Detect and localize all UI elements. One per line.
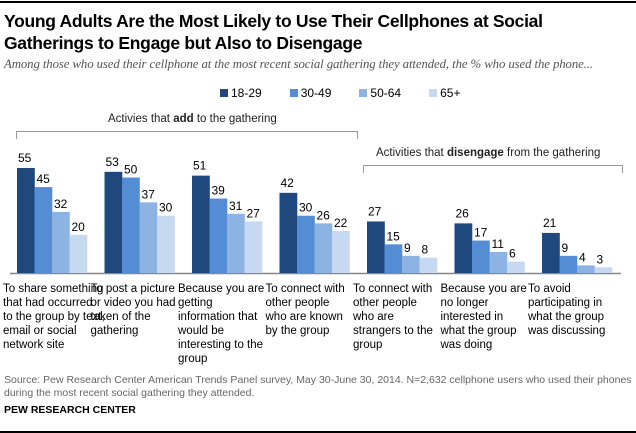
data-label: 3 bbox=[597, 252, 604, 266]
data-label: 21 bbox=[543, 216, 557, 230]
data-label: 26 bbox=[456, 206, 470, 220]
bottom-rule bbox=[0, 431, 636, 433]
category-label: To avoid participating in what the group… bbox=[528, 283, 606, 337]
data-label: 22 bbox=[334, 216, 348, 230]
legend-swatch bbox=[220, 89, 228, 97]
bar-18-29-cat1 bbox=[17, 168, 35, 273]
group-label-bold: disengage bbox=[446, 147, 504, 159]
bar-30-49-cat3 bbox=[209, 198, 228, 273]
category-label: To share something that had occurred to … bbox=[3, 283, 105, 351]
bar-50-64-cat6 bbox=[489, 252, 508, 273]
data-label: 9 bbox=[404, 241, 411, 255]
bar-65+-cat5 bbox=[419, 257, 438, 273]
data-label: 32 bbox=[54, 197, 68, 211]
data-label: 31 bbox=[229, 199, 243, 213]
data-label: 17 bbox=[474, 226, 488, 240]
data-label: 9 bbox=[562, 241, 569, 255]
data-label: 4 bbox=[579, 250, 586, 264]
bar-18-29-cat2 bbox=[104, 171, 123, 273]
data-label: 51 bbox=[193, 159, 207, 173]
legend-label: 50-64 bbox=[370, 86, 402, 100]
legend: 18-29 30-49 50-64 65+ bbox=[220, 86, 488, 100]
category-label: To connect with other people who are str… bbox=[353, 283, 433, 351]
bar-30-49-cat5 bbox=[384, 244, 403, 273]
bar-50-64-cat3 bbox=[227, 213, 245, 273]
category-label: Because you are getting information that… bbox=[178, 283, 265, 365]
data-label: 37 bbox=[142, 187, 156, 201]
bar-18-29-cat3 bbox=[192, 175, 210, 273]
bar-18-29-cat6 bbox=[454, 223, 473, 273]
group-label-text: Activities that bbox=[376, 147, 447, 159]
bar-50-64-cat1 bbox=[52, 211, 70, 273]
bar-50-64-cat7 bbox=[577, 265, 595, 273]
legend-swatch bbox=[429, 89, 438, 97]
data-label: 8 bbox=[422, 243, 429, 257]
group-label-text: from the gathering bbox=[503, 147, 601, 159]
legend-item-30-49: 30-49 bbox=[289, 86, 332, 100]
bar-65+-cat4 bbox=[332, 231, 350, 273]
data-label: 27 bbox=[247, 206, 261, 220]
data-label: 30 bbox=[159, 201, 173, 215]
data-label: 27 bbox=[368, 204, 382, 218]
bracket-add bbox=[16, 131, 358, 139]
source-note: Source: Pew Research Center American Tre… bbox=[4, 374, 632, 399]
group-label-bold: add bbox=[173, 113, 194, 125]
category-label: Because you are no longer interested in … bbox=[440, 283, 527, 351]
bar-50-64-cat5 bbox=[402, 255, 420, 273]
chart-subtitle: Among those who used their cellphone at … bbox=[4, 57, 594, 71]
data-label: 50 bbox=[124, 163, 138, 177]
chart-title: Young Adults Are the Most Likely to Use … bbox=[4, 11, 543, 53]
bar-18-29-cat7 bbox=[542, 232, 560, 273]
legend-swatch bbox=[359, 89, 368, 97]
group-label-add: Activies that add to the gathering bbox=[108, 113, 277, 125]
bar-65+-cat6 bbox=[507, 261, 525, 273]
data-label: 26 bbox=[317, 208, 331, 222]
legend-label: 30-49 bbox=[300, 86, 332, 100]
data-label: 42 bbox=[281, 176, 295, 190]
legend-label: 65+ bbox=[440, 86, 461, 100]
group-label-disengage: Activities that disengage from the gathe… bbox=[376, 147, 600, 159]
bar-65+-cat1 bbox=[69, 234, 88, 273]
legend-label: 18-29 bbox=[231, 86, 262, 100]
bar-65+-cat3 bbox=[244, 221, 263, 273]
legend-item-50-64: 50-64 bbox=[359, 86, 401, 100]
bar-18-29-cat4 bbox=[279, 192, 298, 273]
bar-30-49-cat7 bbox=[559, 255, 578, 273]
data-label: 30 bbox=[299, 201, 313, 215]
bar-50-64-cat4 bbox=[314, 223, 333, 273]
legend-swatch bbox=[289, 89, 298, 97]
data-label: 39 bbox=[212, 184, 226, 198]
category-label: To connect with other people who are kno… bbox=[265, 283, 345, 337]
data-label: 53 bbox=[106, 155, 120, 169]
bar-18-29-cat5 bbox=[367, 221, 385, 273]
bracket-disengage bbox=[363, 165, 623, 173]
data-label: 6 bbox=[509, 247, 516, 261]
bar-30-49-cat1 bbox=[34, 187, 53, 273]
top-rule bbox=[0, 1, 636, 3]
data-label: 11 bbox=[492, 237, 505, 251]
data-label: 45 bbox=[37, 172, 51, 186]
bar-30-49-cat4 bbox=[297, 215, 315, 273]
bar-30-49-cat2 bbox=[122, 177, 140, 273]
data-label: 15 bbox=[387, 229, 401, 243]
bar-30-49-cat6 bbox=[472, 240, 490, 273]
brand-label: PEW RESEARCH CENTER bbox=[4, 404, 136, 416]
legend-item-65-plus: 65+ bbox=[429, 86, 460, 100]
bar-65+-cat2 bbox=[157, 215, 175, 273]
data-label: 20 bbox=[72, 220, 86, 234]
legend-item-18-29: 18-29 bbox=[220, 86, 262, 100]
bar-50-64-cat2 bbox=[139, 202, 158, 273]
group-label-text: Activies that bbox=[108, 113, 174, 125]
bar-65+-cat7 bbox=[594, 267, 613, 273]
group-label-text: to the gathering bbox=[193, 113, 277, 125]
category-label: To post a picture or video you had taken… bbox=[90, 283, 176, 337]
data-label: 55 bbox=[18, 151, 32, 165]
